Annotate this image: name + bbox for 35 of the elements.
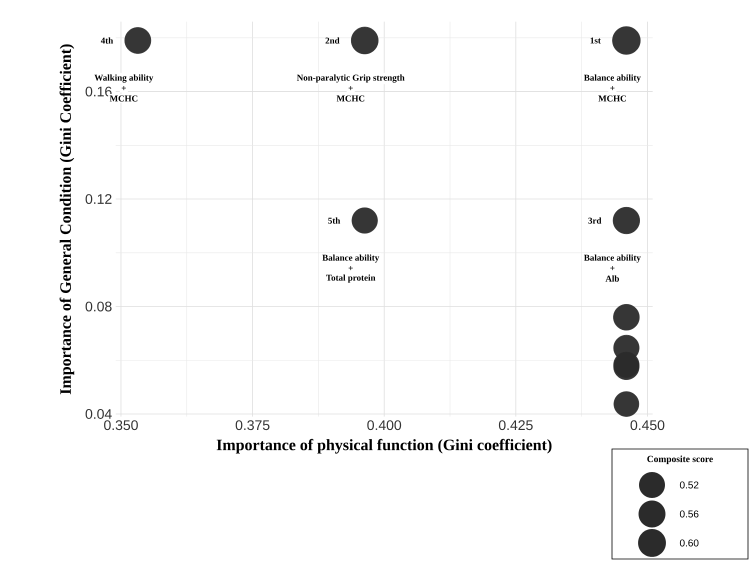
annotation: 4th (100, 37, 114, 44)
annotation: 1st (590, 37, 601, 44)
x-tick-label: 0.350 (104, 420, 138, 430)
annotation: Total protein (326, 274, 376, 283)
x-tick-label: 0.425 (498, 420, 533, 430)
legend-label: 0.60 (680, 539, 699, 547)
annotation: + (610, 266, 614, 270)
annotation: 3rd (588, 217, 602, 224)
annotation: Balance ability (322, 254, 380, 263)
annotation: Balance ability (584, 74, 641, 83)
y-tick-label: 0.08 (86, 302, 112, 312)
annotation: MCHC (110, 95, 138, 102)
annotation: + (348, 266, 353, 270)
x-tick-label: 0.375 (236, 420, 270, 430)
y-axis-title: Importance of General Condition (Gini Coefficient) (60, 44, 74, 394)
annotation: Alb (606, 275, 619, 282)
y-tick-label: 0.16 (86, 86, 112, 96)
annotation: + (122, 86, 126, 90)
x-axis-title: Importance of physical function (Gini coefficient) (216, 438, 552, 454)
annotation: + (348, 86, 353, 90)
annotation: MCHC (598, 95, 626, 102)
x-tick-label: 0.400 (367, 420, 402, 430)
annotation: Walking ability (94, 74, 154, 83)
legend-label: 0.56 (680, 510, 698, 518)
legend-title: Composite score (647, 456, 713, 464)
annotation: + (610, 86, 614, 90)
annotation: Balance ability (584, 254, 641, 263)
annotation: 2nd (326, 37, 340, 44)
annotation: MCHC (336, 95, 364, 102)
y-tick-label: 0.12 (86, 194, 112, 204)
annotation: Non-paralytic Grip strength (296, 74, 405, 83)
annotation: 5th (328, 217, 340, 224)
x-tick-label: 0.450 (630, 420, 664, 430)
legend-label: 0.52 (680, 481, 698, 489)
y-tick-label: 0.04 (86, 409, 112, 419)
